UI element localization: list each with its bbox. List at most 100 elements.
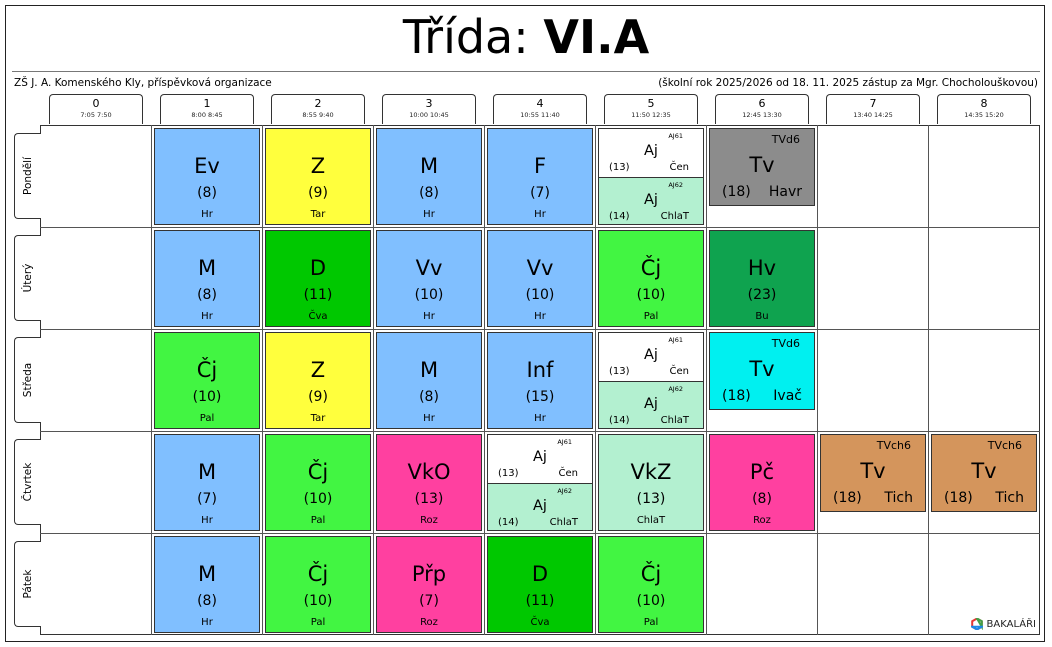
lesson-cell[interactable]: M (8) Hr [376,128,482,225]
lesson-room: (10) [414,287,444,303]
grid-row-line [40,329,1040,330]
group-code: AJ61 [668,132,683,140]
lesson-subject: D [531,562,549,586]
split-lesson-cell[interactable]: AJ61 Aj (13) Čen AJ62 Aj (14) ChlaT [598,332,704,429]
group-lesson-half[interactable]: AJ61 Aj (13) Čen [599,129,703,177]
lesson-cell[interactable]: Ev (8) Hr [154,128,260,225]
group-code: AJ62 [668,181,683,189]
lesson-subject: Vv [415,256,443,280]
lesson-cell[interactable]: Z (9) Tar [265,332,371,429]
period-time: 13:40 14:25 [853,111,893,119]
logo-text: BAKALÁŘI [986,618,1036,630]
lesson-teacher: Pal [643,311,659,322]
period-number: 3 [425,97,433,110]
split-lesson-cell[interactable]: AJ61 Aj (13) Čen AJ62 Aj (14) ChlaT [598,128,704,225]
period-header-6: 6 12:45 13:30 [715,94,809,124]
lesson-cell[interactable]: Vv (10) Hr [376,230,482,327]
period-header-5: 5 11:50 12:35 [604,94,698,124]
lesson-teacher: Tich [884,490,913,506]
school-name: ZŠ J. A. Komenského Kly, příspěvková org… [14,77,272,89]
group-code: TVd6 [771,337,800,350]
period-time: 8:00 8:45 [191,111,223,119]
grid-column-line [706,125,707,635]
grid-column-line [484,125,485,635]
lesson-cell[interactable]: Čj (10) Pal [265,434,371,531]
lesson-room: (18) [722,184,751,200]
lesson-teacher: Ivač [773,388,802,404]
lesson-subject: D [309,256,327,280]
lesson-teacher: Pal [310,617,326,628]
lesson-cell[interactable]: M (8) Hr [376,332,482,429]
lesson-subject: Aj [644,192,658,208]
lesson-subject: Ev [194,154,220,178]
lesson-cell[interactable]: Hv (23) Bu [709,230,815,327]
lesson-room: (11) [303,287,333,303]
lesson-room: (10) [303,491,333,507]
lesson-cell[interactable]: M (7) Hr [154,434,260,531]
group-lesson-cell[interactable]: TVch6 Tv (18) Tich [931,434,1037,512]
grid-column-line [151,125,152,635]
schedule-info: (školní rok 2025/2026 od 18. 11. 2025 zá… [658,77,1038,89]
lesson-cell[interactable]: Pč (8) Roz [709,434,815,531]
lesson-subject: F [533,154,547,178]
lesson-cell[interactable]: Čj (10) Pal [598,230,704,327]
lesson-teacher: Hr [201,209,213,220]
lesson-cell[interactable]: Čj (10) Pal [154,332,260,429]
period-number: 1 [203,97,211,110]
lesson-cell[interactable]: Přp (7) Roz [376,536,482,633]
lesson-cell[interactable]: M (8) Hr [154,536,260,633]
lesson-subject: Tv [971,459,997,483]
lesson-subject: Čj [307,460,329,484]
lesson-room: (8) [197,593,217,609]
period-time: 7:05 7:50 [80,111,112,119]
group-lesson-cell[interactable]: TVd6 Tv (18) Havr [709,128,815,206]
day-name: Čtvrtek [22,462,34,502]
lesson-teacher: Hr [423,311,435,322]
group-lesson-cell[interactable]: TVch6 Tv (18) Tich [820,434,926,512]
grid-column-line [817,125,818,635]
lesson-subject: VkZ [630,460,672,484]
group-lesson-half[interactable]: AJ62 Aj (14) ChlaT [599,381,703,428]
period-time: 11:50 12:35 [631,111,671,119]
period-time: 14:35 15:20 [964,111,1004,119]
lesson-cell[interactable]: VkZ (13) ChlaT [598,434,704,531]
lesson-teacher: Hr [534,209,546,220]
lesson-cell[interactable]: Vv (10) Hr [487,230,593,327]
group-code: TVch6 [876,439,911,452]
split-lesson-cell[interactable]: AJ61 Aj (13) Čen AJ62 Aj (14) ChlaT [487,434,593,531]
lesson-cell[interactable]: F (7) Hr [487,128,593,225]
group-lesson-half[interactable]: AJ61 Aj (13) Čen [599,333,703,381]
lesson-cell[interactable]: Čj (10) Pal [598,536,704,633]
lesson-room: (13) [414,491,444,507]
title-prefix: Třída: [402,10,529,64]
group-lesson-half[interactable]: AJ62 Aj (14) ChlaT [599,177,703,224]
lesson-cell[interactable]: Čj (10) Pal [265,536,371,633]
group-lesson-half[interactable]: AJ62 Aj (14) ChlaT [488,483,592,530]
lesson-room: (18) [833,490,862,506]
header-divider [12,71,1040,72]
lesson-teacher: Havr [768,184,802,200]
lesson-cell[interactable]: D (11) Čva [487,536,593,633]
lesson-cell[interactable]: Z (9) Tar [265,128,371,225]
period-header-4: 4 10:55 11:40 [493,94,587,124]
lesson-teacher: ChlaT [549,517,578,528]
grid-row-line [40,533,1040,534]
lesson-room: (9) [308,185,328,201]
day-label-tab: Čtvrtek [14,439,41,525]
day-name: Pátek [22,569,34,599]
lesson-cell[interactable]: D (11) Čva [265,230,371,327]
lesson-cell[interactable]: M (8) Hr [154,230,260,327]
lesson-room: (15) [525,389,555,405]
lesson-room: (10) [303,593,333,609]
lesson-cell[interactable]: VkO (13) Roz [376,434,482,531]
group-lesson-cell[interactable]: TVd6 Tv (18) Ivač [709,332,815,410]
day-name: Úterý [22,263,34,293]
period-time: 10:00 10:45 [409,111,449,119]
lesson-subject: Tv [749,357,775,381]
group-code: AJ61 [557,438,572,446]
lesson-subject: Hv [747,256,777,280]
lesson-cell[interactable]: Inf (15) Hr [487,332,593,429]
lesson-teacher: Čen [669,162,689,173]
group-lesson-half[interactable]: AJ61 Aj (13) Čen [488,435,592,483]
lesson-subject: M [419,358,439,382]
